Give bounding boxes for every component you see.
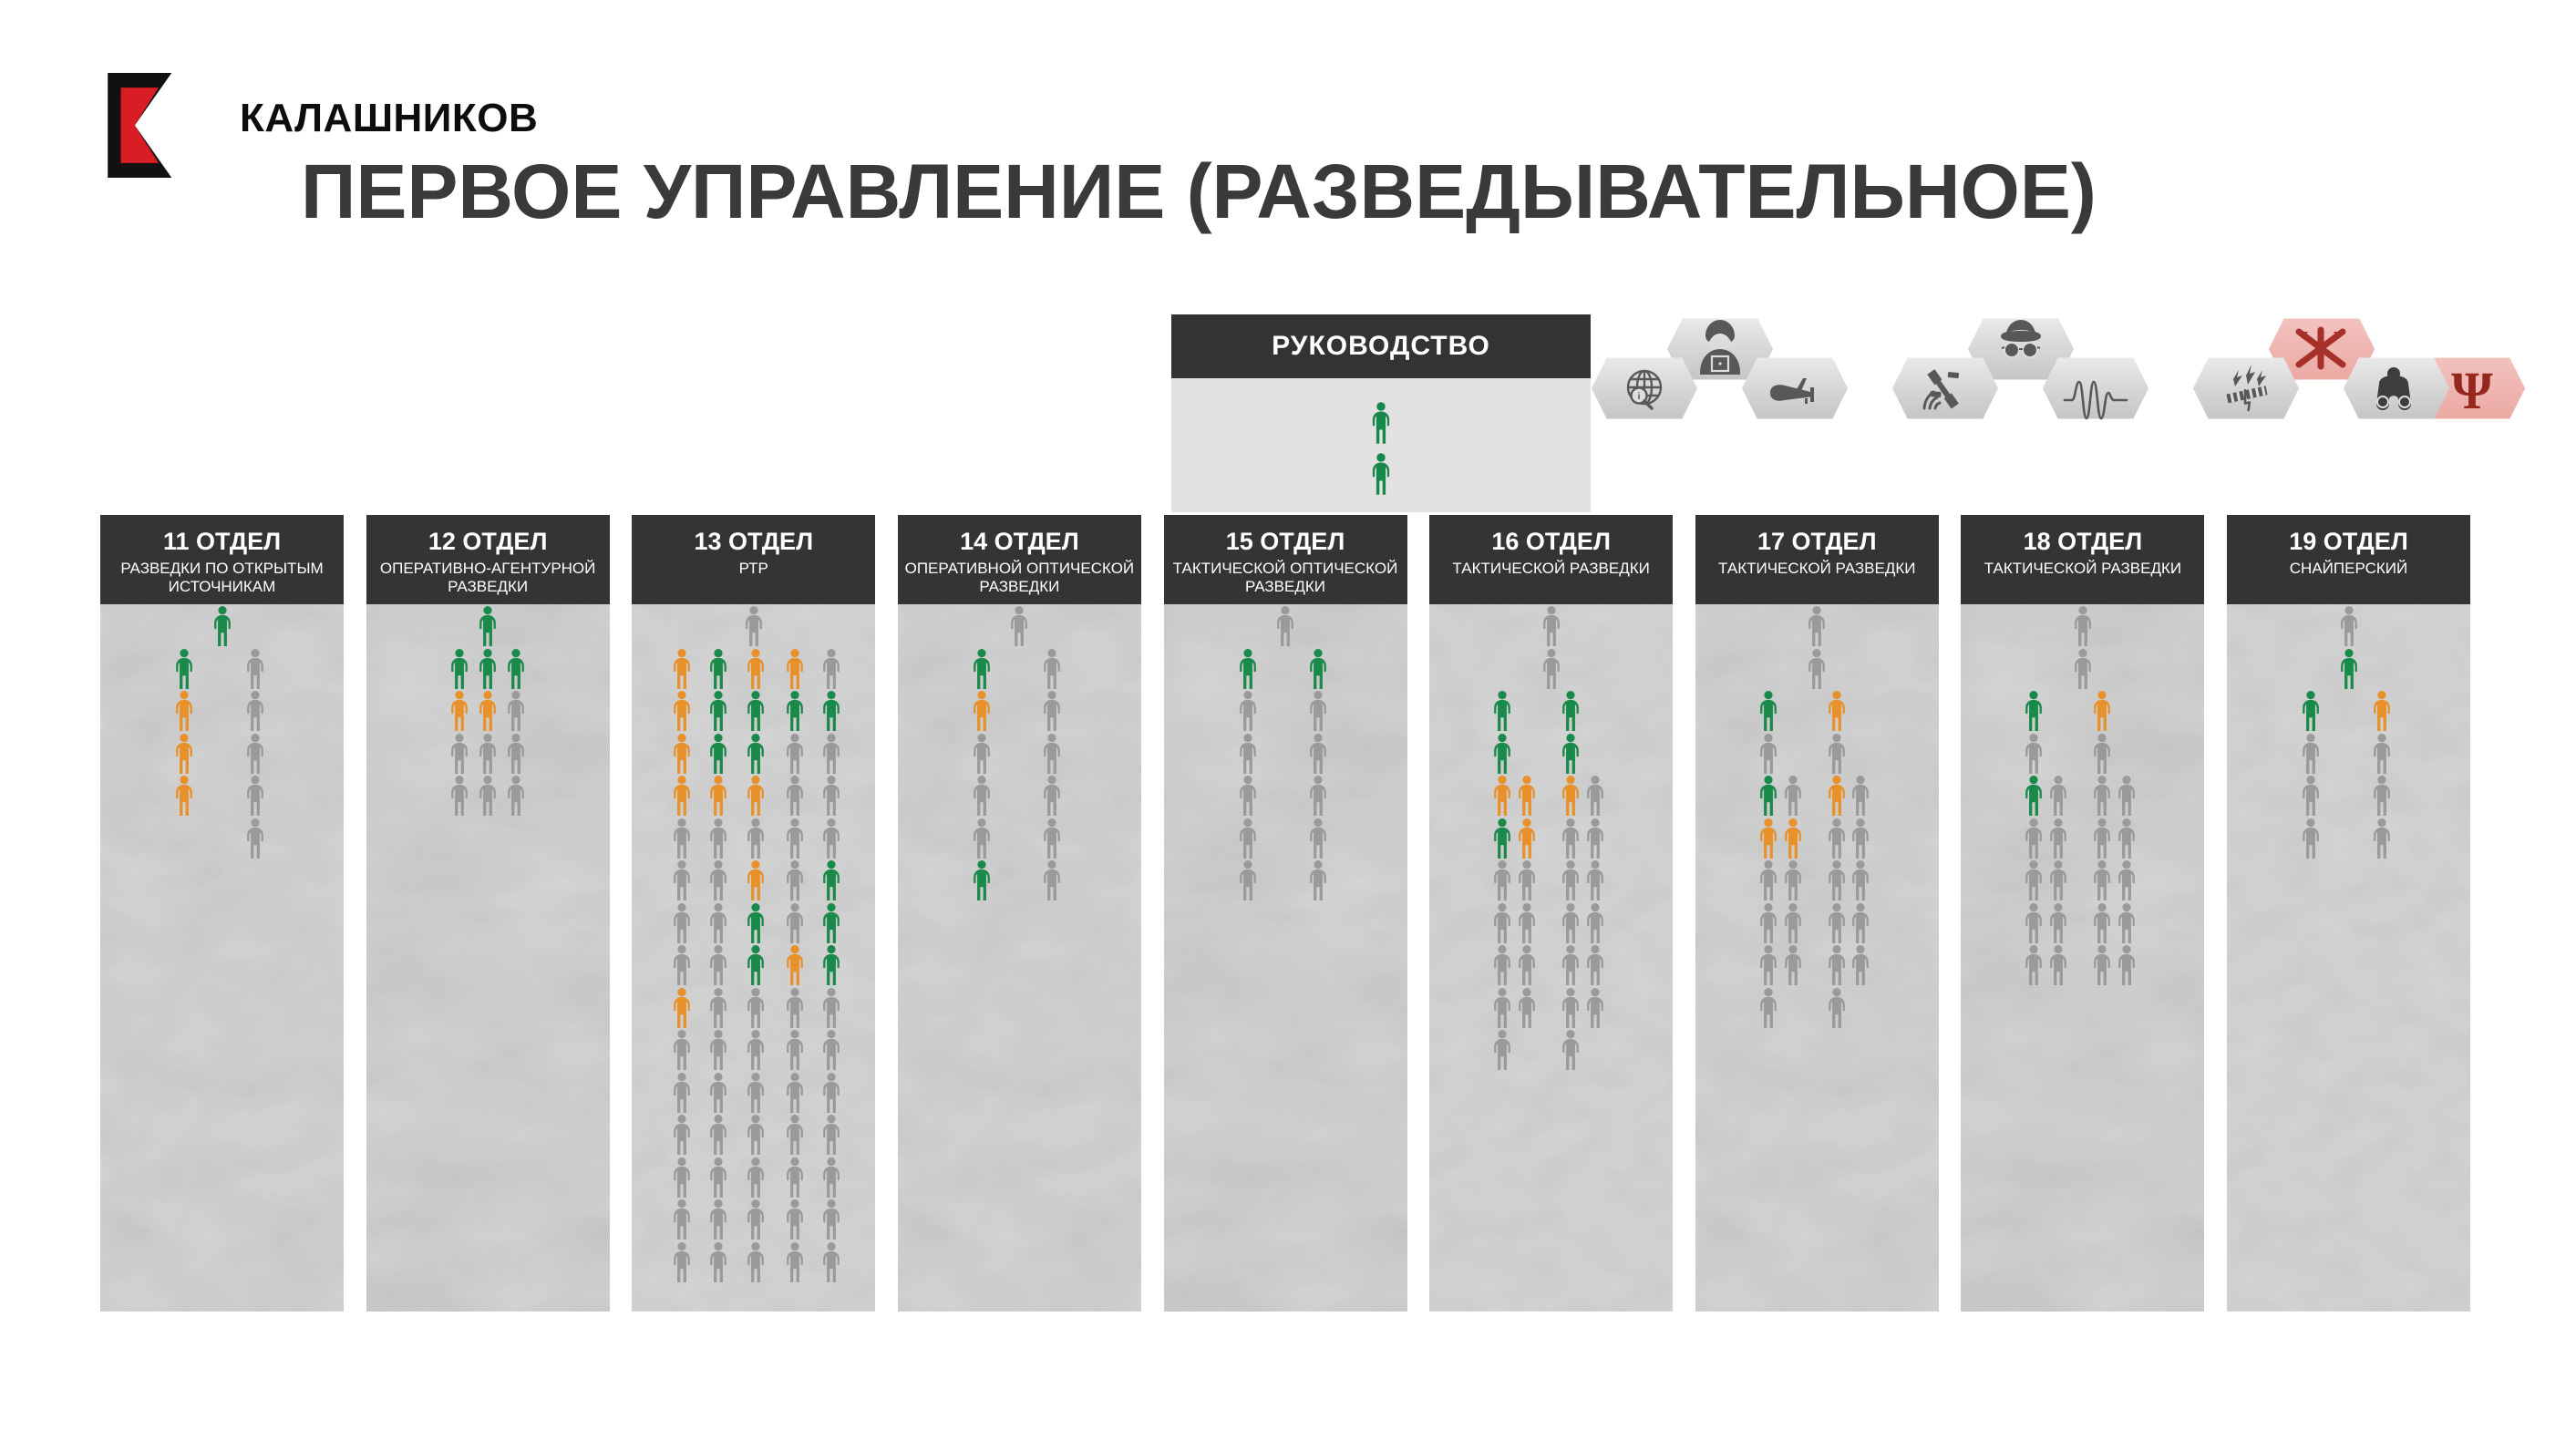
svg-text:Ψ: Ψ xyxy=(2451,361,2493,420)
svg-text:i: i xyxy=(1638,392,1641,402)
